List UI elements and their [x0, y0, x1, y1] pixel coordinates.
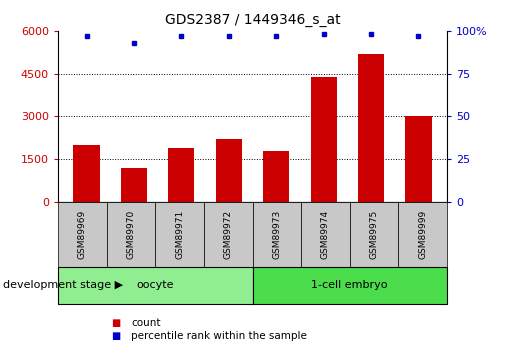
Bar — [121, 168, 147, 202]
Text: count: count — [131, 318, 161, 327]
Bar — [311, 77, 337, 202]
Text: percentile rank within the sample: percentile rank within the sample — [131, 332, 307, 341]
Bar — [168, 148, 194, 202]
Title: GDS2387 / 1449346_s_at: GDS2387 / 1449346_s_at — [165, 13, 340, 27]
Text: GSM89974: GSM89974 — [321, 210, 330, 259]
Text: ■: ■ — [111, 318, 120, 327]
Bar — [216, 139, 242, 202]
Text: GSM89999: GSM89999 — [418, 210, 427, 259]
Text: GSM89971: GSM89971 — [175, 210, 184, 259]
Bar — [263, 151, 289, 202]
Bar — [358, 54, 384, 202]
Text: development stage ▶: development stage ▶ — [3, 280, 123, 290]
Text: GSM89969: GSM89969 — [78, 210, 87, 259]
Text: 1-cell embryo: 1-cell embryo — [312, 280, 388, 290]
Text: GSM89975: GSM89975 — [370, 210, 379, 259]
Text: GSM89972: GSM89972 — [224, 210, 233, 259]
Text: GSM89973: GSM89973 — [272, 210, 281, 259]
Text: ■: ■ — [111, 332, 120, 341]
Text: GSM89970: GSM89970 — [126, 210, 135, 259]
Text: oocyte: oocyte — [136, 280, 174, 290]
Bar — [406, 117, 431, 202]
Bar — [74, 145, 99, 202]
